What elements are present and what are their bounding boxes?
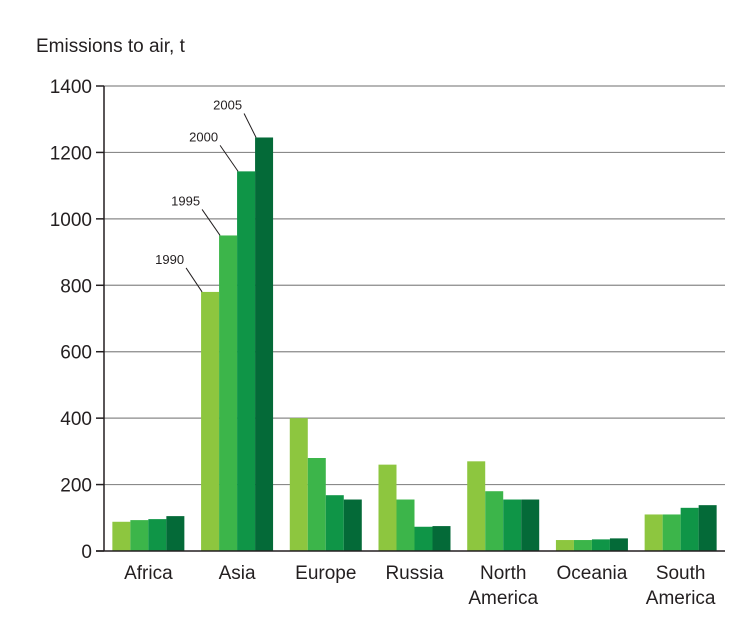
annotation-leader-line bbox=[201, 209, 221, 236]
bar-russia-2005 bbox=[432, 526, 451, 551]
series-annotation-label: 2000 bbox=[189, 129, 218, 144]
bar-asia-1990 bbox=[201, 291, 220, 551]
x-category-label: Africa bbox=[124, 563, 173, 584]
bar-north-america-1990 bbox=[467, 461, 486, 551]
y-tick-label: 1400 bbox=[50, 77, 92, 98]
bar-oceania-2005 bbox=[609, 538, 628, 551]
bar-north-america-1995 bbox=[485, 491, 504, 551]
annotation-leader-line bbox=[219, 145, 239, 172]
annotation-leader-line bbox=[185, 267, 203, 293]
x-category-labels: Africa Asia Europe Russia North America Oceani… bbox=[124, 563, 716, 609]
x-category-label: Asia bbox=[219, 563, 256, 584]
y-tick-label: 400 bbox=[60, 409, 92, 430]
x-category-label: Oceania bbox=[557, 563, 628, 584]
series-annotations: 1990 1995 2000 2005 bbox=[155, 97, 257, 293]
bar-russia-1995 bbox=[396, 499, 415, 551]
bar-europe-2000 bbox=[325, 495, 344, 551]
annotation-leader-line bbox=[243, 113, 257, 138]
bar-russia-2000 bbox=[414, 526, 433, 551]
bar-europe-2005 bbox=[343, 499, 362, 551]
y-tick-label: 1000 bbox=[50, 210, 92, 231]
bar-asia-2005 bbox=[255, 137, 274, 551]
y-tick-label: 800 bbox=[60, 276, 92, 297]
y-tick-labels: 0 200 400 600 800 1000 1200 1400 bbox=[50, 77, 104, 563]
bar-south-america-2005 bbox=[698, 505, 717, 551]
bar-africa-1995 bbox=[130, 520, 149, 551]
bar-asia-1995 bbox=[219, 235, 238, 551]
bar-europe-1995 bbox=[307, 458, 326, 551]
y-tick-label: 600 bbox=[60, 343, 92, 364]
y-axis-label: Emissions to air, t bbox=[36, 36, 186, 57]
bar-oceania-1990 bbox=[555, 540, 574, 551]
bar-africa-2000 bbox=[148, 519, 167, 551]
bar-asia-2000 bbox=[237, 171, 256, 551]
bar-north-america-2005 bbox=[521, 499, 540, 551]
bar-south-america-1995 bbox=[662, 514, 681, 551]
bar-russia-1990 bbox=[378, 464, 397, 551]
bar-africa-1990 bbox=[112, 521, 131, 551]
bar-oceania-1995 bbox=[573, 540, 592, 551]
bar-south-america-2000 bbox=[680, 507, 699, 551]
x-category-label: Russia bbox=[385, 563, 444, 584]
x-category-label: South bbox=[656, 563, 706, 584]
series-annotation-label: 1990 bbox=[155, 252, 184, 267]
x-category-label: America bbox=[646, 588, 716, 609]
x-category-label: America bbox=[468, 588, 538, 609]
y-tick-label: 1200 bbox=[50, 143, 92, 164]
y-tick-label: 200 bbox=[60, 476, 92, 497]
x-category-label: Europe bbox=[295, 563, 356, 584]
y-tick-label: 0 bbox=[81, 542, 92, 563]
x-category-label: North bbox=[480, 563, 526, 584]
bar-africa-2005 bbox=[166, 516, 185, 551]
series-annotation-label: 2005 bbox=[213, 97, 242, 112]
series-annotation-label: 1995 bbox=[171, 193, 200, 208]
bars bbox=[112, 137, 717, 551]
bar-europe-1990 bbox=[289, 418, 308, 551]
bar-south-america-1990 bbox=[644, 514, 663, 551]
bar-north-america-2000 bbox=[503, 499, 522, 551]
bar-oceania-2000 bbox=[591, 539, 610, 551]
